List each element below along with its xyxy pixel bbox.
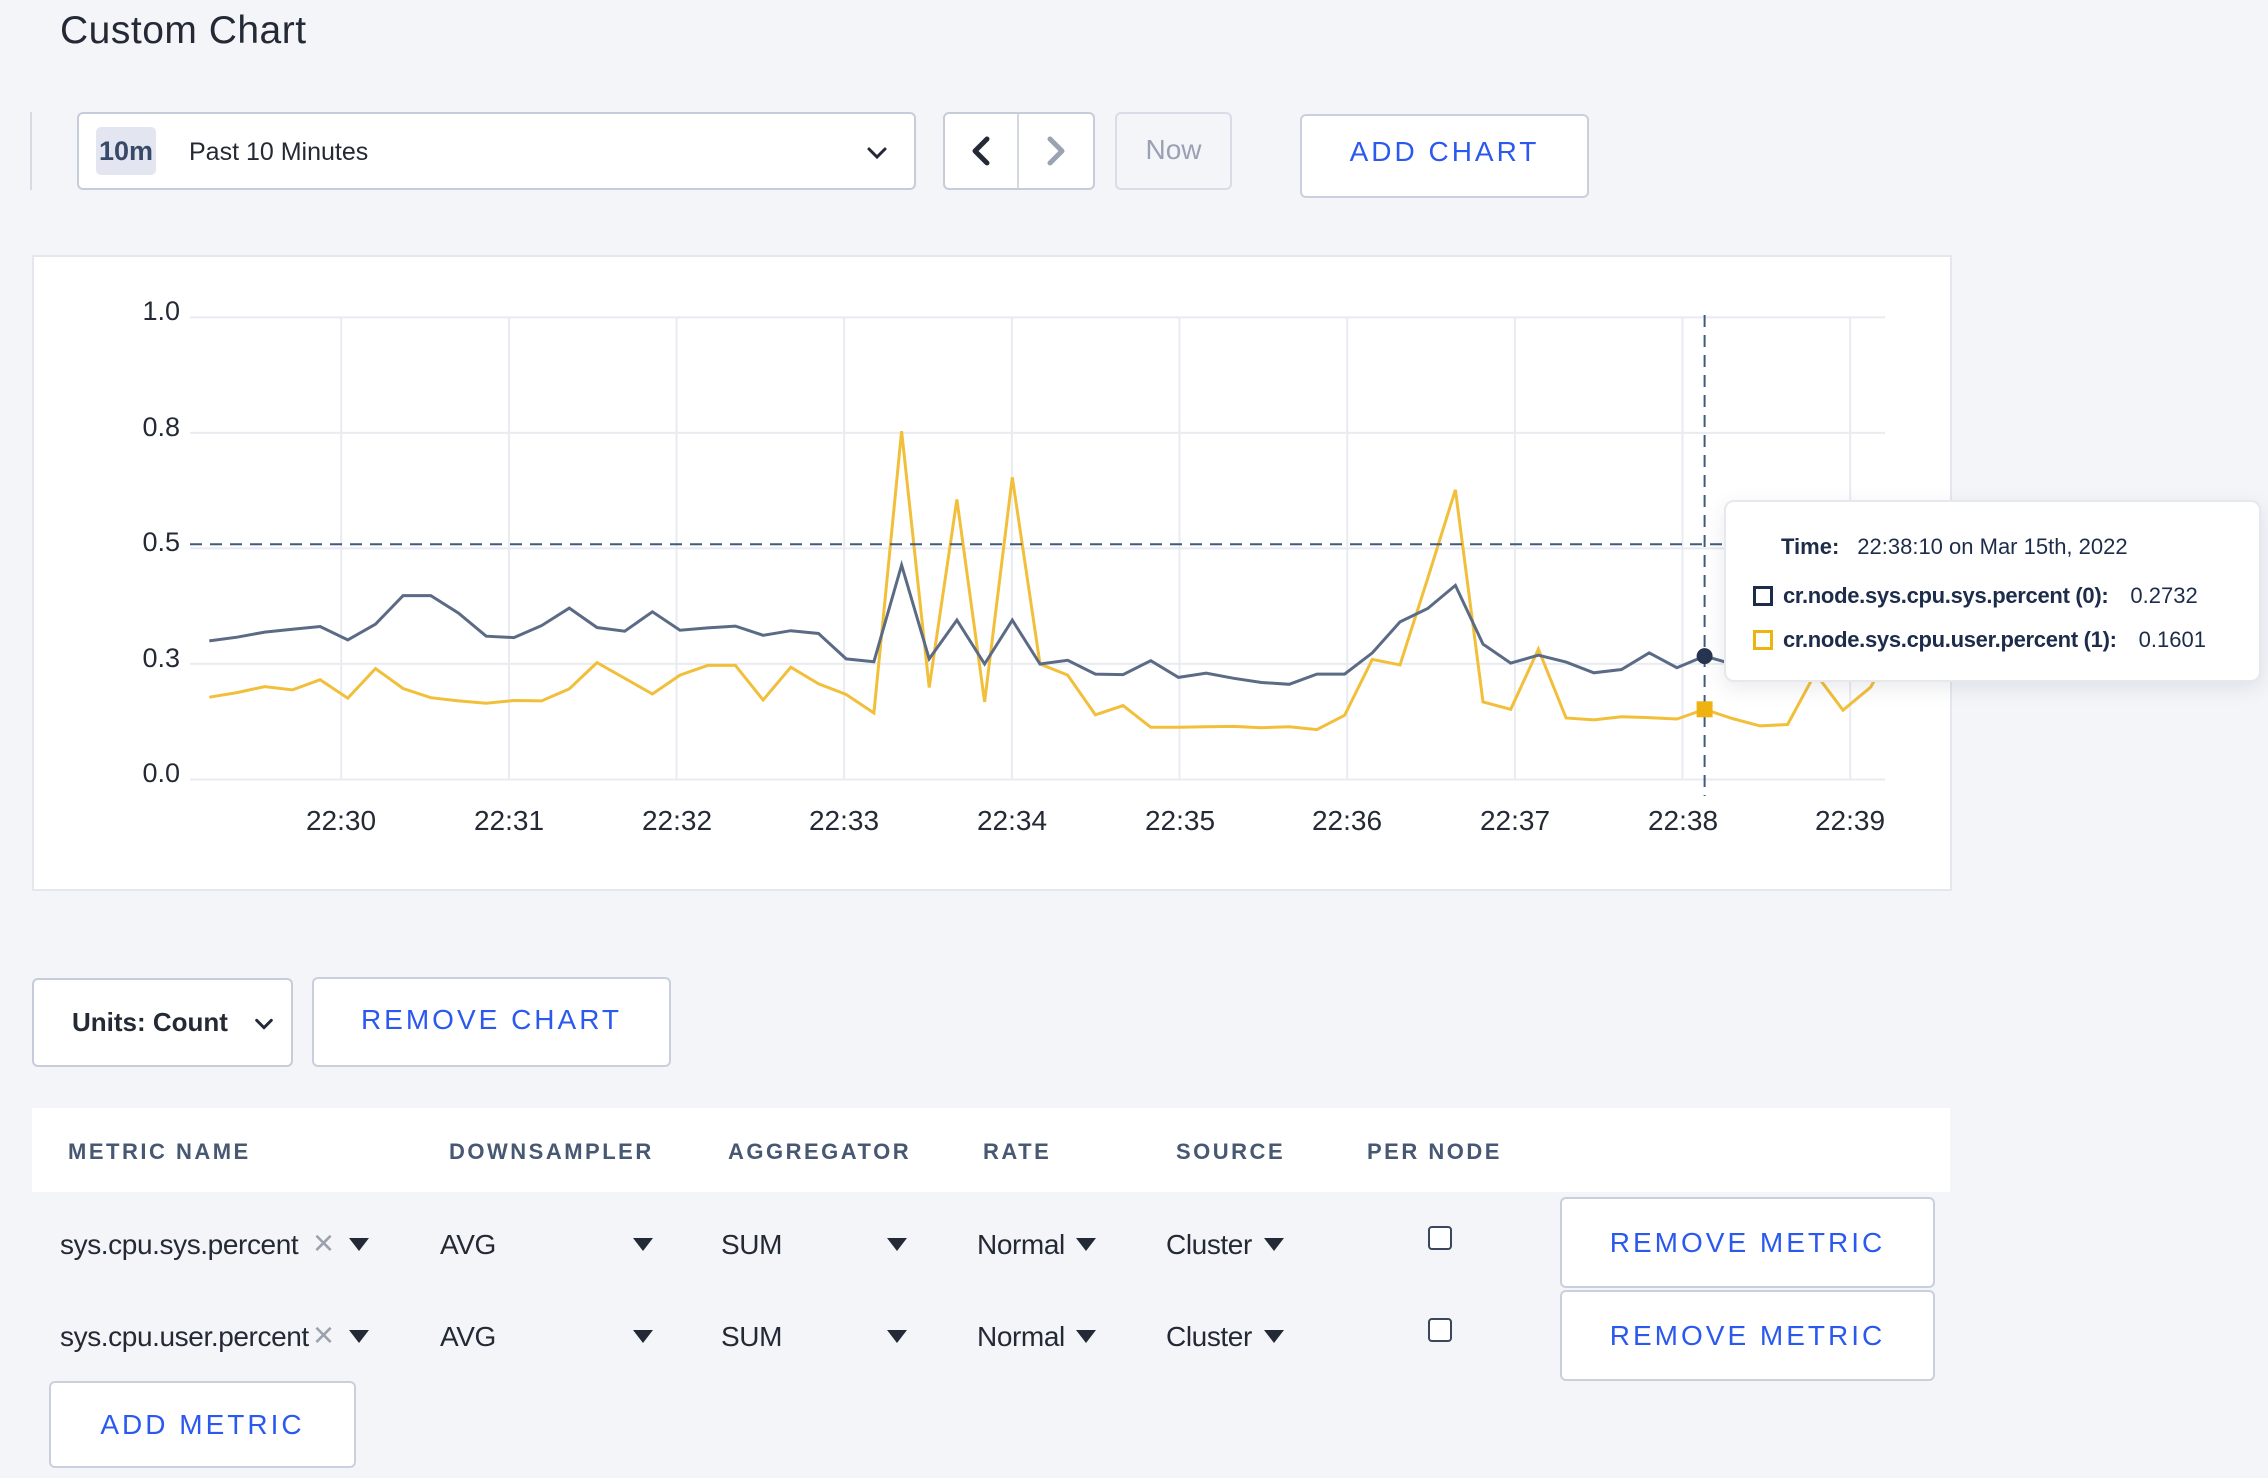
svg-text:0.0: 0.0 — [142, 758, 180, 788]
svg-text:22:30: 22:30 — [306, 805, 376, 836]
svg-text:22:31: 22:31 — [474, 805, 544, 836]
svg-text:0.8: 0.8 — [142, 412, 180, 442]
svg-text:22:32: 22:32 — [642, 805, 712, 836]
svg-text:22:39: 22:39 — [1815, 805, 1885, 836]
svg-text:22:38: 22:38 — [1648, 805, 1718, 836]
svg-text:22:34: 22:34 — [977, 805, 1047, 836]
svg-text:22:33: 22:33 — [809, 805, 879, 836]
svg-text:0.5: 0.5 — [142, 527, 180, 557]
svg-text:22:37: 22:37 — [1480, 805, 1550, 836]
svg-text:1.0: 1.0 — [142, 296, 180, 326]
svg-text:22:36: 22:36 — [1312, 805, 1382, 836]
svg-text:0.3: 0.3 — [142, 643, 180, 673]
svg-text:22:35: 22:35 — [1145, 805, 1215, 836]
